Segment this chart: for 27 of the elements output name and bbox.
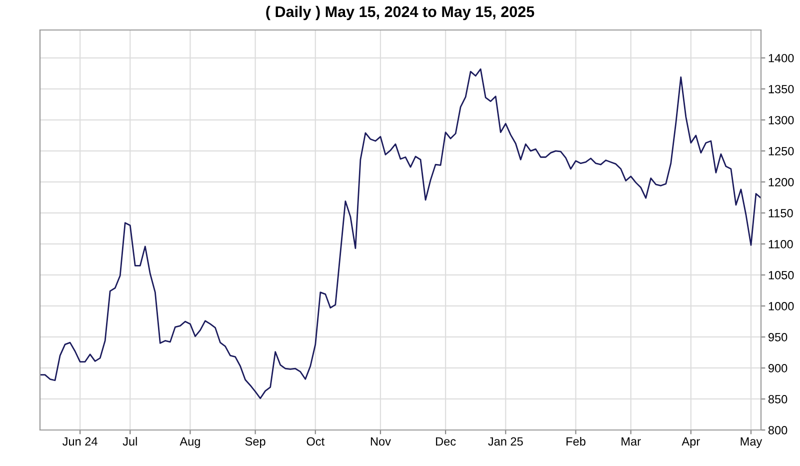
x-tick-label: Oct: [306, 437, 324, 446]
y-tick-label: 1400: [768, 54, 794, 62]
y-tick-label: 1050: [768, 270, 794, 280]
x-tick-label: Jul: [122, 436, 137, 446]
y-tick-label: 1250: [768, 146, 794, 156]
y-tick-label: 1100: [768, 240, 793, 248]
x-tick-label: Dec: [436, 437, 456, 446]
x-tick-label: Jun 24: [62, 437, 98, 446]
x-tick-label: Jan 25: [488, 437, 523, 446]
x-tick-label: Feb: [566, 436, 586, 446]
x-tick-label: Aug: [180, 437, 200, 448]
y-tick-label: 1000: [768, 302, 794, 310]
y-tick-label: 900: [768, 364, 788, 372]
y-tick-label: 1350: [768, 84, 794, 94]
y-tick-label: 1300: [768, 116, 794, 124]
y-tick-label: 950: [768, 333, 788, 342]
y-tick-label: 800: [768, 426, 788, 434]
line-series: [40, 68, 761, 400]
x-tick-label: Mar: [622, 437, 641, 446]
y-tick-label: 850: [768, 395, 788, 404]
chart-title: ( Daily ) May 15, 2024 to May 15, 2025: [266, 6, 534, 20]
y-tick-label: 1150: [768, 208, 793, 218]
x-tick-label: Apr: [682, 437, 700, 448]
x-tick-label: May: [740, 437, 762, 448]
y-tick-label: 1200: [768, 178, 794, 186]
x-tick-label: Sep: [245, 437, 266, 448]
x-tick-label: Nov: [370, 437, 391, 446]
